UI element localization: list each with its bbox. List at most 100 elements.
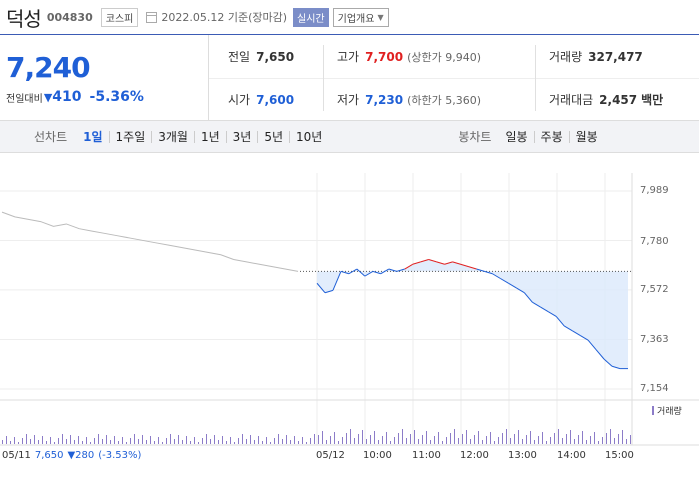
volume-bar	[502, 433, 503, 444]
volume-bar	[450, 433, 451, 444]
period-3y[interactable]: 3년	[227, 130, 259, 143]
volume-cell: 거래량 327,477	[549, 35, 643, 78]
volume-bar	[378, 440, 379, 444]
volume-bar	[454, 429, 455, 444]
volume-bar	[414, 430, 415, 444]
period-1y[interactable]: 1년	[195, 130, 227, 143]
volume-bar	[154, 441, 155, 444]
volume-bar	[494, 441, 495, 444]
volume-bar	[38, 440, 39, 444]
period-1w[interactable]: 1주일	[110, 130, 153, 143]
volume-bar	[354, 438, 355, 444]
volume-bar	[130, 438, 131, 444]
volume-bar	[590, 436, 591, 444]
volume-bar	[162, 442, 163, 444]
volume-bar	[102, 439, 103, 444]
volume-bar	[94, 438, 95, 444]
volume-bar	[302, 437, 303, 444]
today-price-segment	[316, 282, 326, 294]
volume-bar	[222, 436, 223, 444]
high-value: 7,700	[365, 49, 404, 64]
volume-bar	[550, 437, 551, 444]
candle-weekly[interactable]: 주봉	[535, 130, 570, 143]
volume-bar	[558, 429, 559, 444]
volume-bar	[174, 439, 175, 444]
volume-value: 327,477	[588, 49, 643, 64]
today-price-segment	[595, 349, 605, 360]
today-price-segment	[340, 270, 350, 275]
volume-bar	[498, 437, 499, 444]
company-overview-dropdown[interactable]: 기업개요 ▼	[332, 7, 389, 27]
high-label: 고가	[337, 50, 360, 64]
today-price-segment	[500, 278, 509, 284]
volume-bar	[138, 439, 139, 444]
volume-bar	[142, 435, 143, 444]
high-cell: 고가 7,700 (상한가 9,940)	[337, 35, 481, 78]
today-price-segment	[332, 271, 342, 291]
chevron-down-icon: ▼	[377, 12, 384, 22]
today-price-segment	[611, 365, 621, 370]
lower-limit: (하한가 5,360)	[407, 93, 481, 107]
volume-bar	[342, 437, 343, 444]
y-tick-label: 7,363	[640, 334, 669, 345]
low-value: 7,230	[365, 92, 404, 107]
volume-bar	[474, 435, 475, 444]
volume-bar	[42, 436, 43, 444]
prev-close-label: 전일	[228, 50, 251, 64]
volume-bar	[78, 436, 79, 444]
volume-bar	[146, 440, 147, 444]
volume-bar	[430, 440, 431, 444]
today-price-segment	[428, 259, 437, 263]
prev-day-date: 05/11	[2, 450, 31, 461]
volume-bar	[6, 436, 7, 444]
volume-bar	[62, 434, 63, 444]
realtime-button[interactable]: 실시간	[293, 7, 329, 27]
period-1d[interactable]: 1일	[77, 130, 110, 143]
today-price-segment	[484, 270, 493, 275]
volume-legend-label: 거래량	[657, 407, 682, 417]
today-price-segment	[587, 339, 597, 350]
volume-bar	[582, 431, 583, 444]
today-price-segment	[324, 289, 334, 294]
volume-bar	[274, 438, 275, 444]
volume-bar	[158, 437, 159, 444]
volume-bar	[598, 441, 599, 444]
company-overview-label: 기업개요	[337, 13, 375, 25]
today-price-segment	[444, 261, 453, 265]
volume-bar	[34, 435, 35, 444]
open-value: 7,600	[256, 92, 295, 107]
summary-vdivider	[535, 45, 536, 111]
volume-bar	[30, 439, 31, 444]
volume-bar	[438, 432, 439, 444]
volume-bar	[234, 442, 235, 444]
volume-bar	[422, 435, 423, 444]
period-5y[interactable]: 5년	[258, 130, 291, 143]
volume-bar	[90, 442, 91, 444]
candle-chart-label: 봉차트	[458, 130, 492, 144]
today-price-segment	[364, 270, 374, 277]
candle-daily[interactable]: 일봉	[499, 130, 535, 143]
volume-bar	[198, 442, 199, 444]
volume-bar	[546, 441, 547, 444]
today-price-segment	[476, 268, 485, 272]
today-price-segment	[508, 282, 517, 289]
volume-bar	[290, 440, 291, 444]
today-price-segment	[548, 311, 557, 317]
amount-cell: 거래대금 2,457 백만	[549, 78, 663, 121]
volume-bar	[402, 429, 403, 444]
period-3m[interactable]: 3개월	[152, 130, 195, 143]
volume-bar	[506, 429, 507, 444]
stock-code: 004830	[46, 10, 93, 24]
today-price-segment	[356, 268, 366, 277]
volume-bar	[258, 436, 259, 444]
candle-monthly[interactable]: 월봉	[575, 129, 598, 144]
volume-bar	[362, 430, 363, 444]
volume-bar	[594, 432, 595, 444]
volume-bar	[50, 437, 51, 444]
volume-bar	[390, 441, 391, 444]
stock-header: 덕성 004830 코스피 2022.05.12 기준(장마감) 실시간 기업개…	[0, 0, 699, 34]
price-chart-svg	[0, 173, 699, 446]
today-price-segment	[396, 268, 405, 272]
volume-bar	[194, 437, 195, 444]
period-10y[interactable]: 10년	[296, 129, 323, 144]
